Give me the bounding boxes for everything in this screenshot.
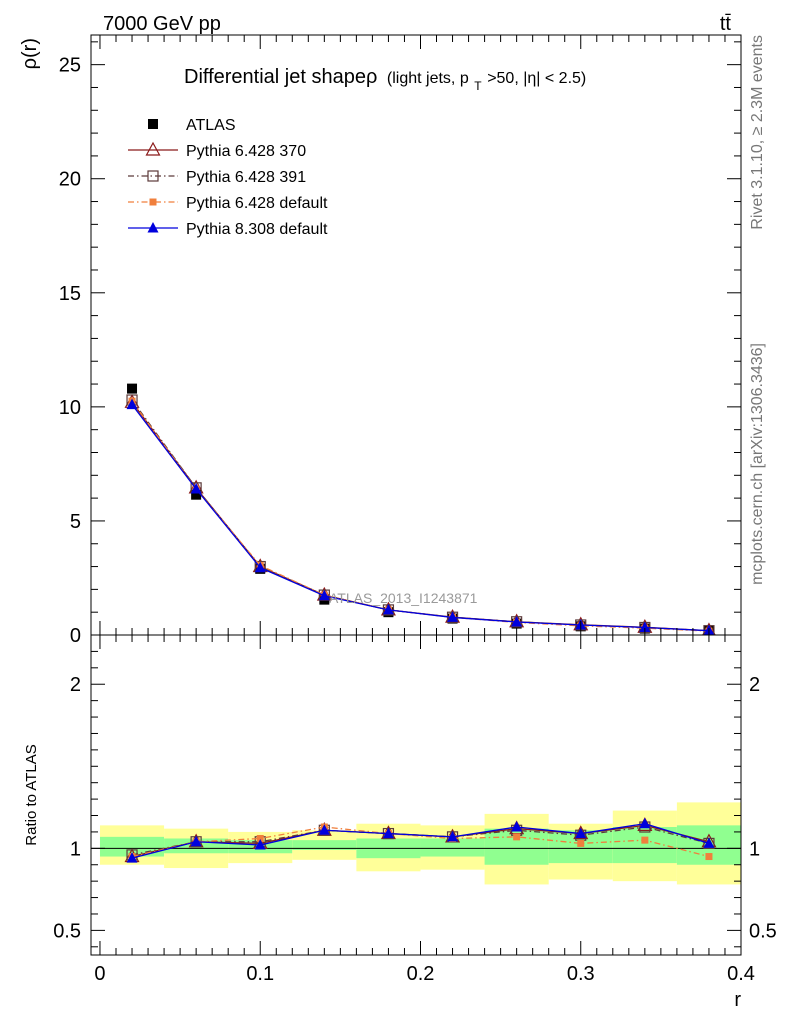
ratio-data-point: [577, 839, 585, 847]
x-tick-label: 0: [94, 963, 105, 985]
ratio-data-point: [190, 835, 202, 847]
energy-label: 7000 GeV pp: [103, 13, 221, 35]
main-data-point: [511, 615, 523, 627]
ratio-data-point: [447, 830, 459, 842]
legend-label: Pythia 6.428 391: [186, 169, 306, 186]
main-data-point: [254, 561, 266, 573]
ratio-plot-axes: 0.5 0.5 1 1 2 2 0 0.1 0.2 0.3 0.4: [53, 635, 777, 985]
rivet-version-text: Rivet 3.1.10, ≥ 2.3M events: [749, 35, 766, 230]
ratio-data-point: [641, 836, 649, 844]
legend-label: ATLAS: [186, 117, 236, 134]
legend-marker: [148, 119, 158, 129]
y-tick-label: 25: [59, 55, 81, 77]
ratio-data-point: [126, 852, 138, 863]
legend-entry: Pythia 6.428 370: [128, 141, 306, 160]
title-sub-2: >50, |η| < 2.5): [487, 70, 586, 87]
y-tick-label: 20: [59, 169, 81, 191]
analysis-watermark: ATLAS_2013_I1243871: [329, 590, 478, 606]
ratio-y-tick-label-right: 2: [749, 674, 760, 696]
y-tick-label: 0: [70, 625, 81, 647]
ratio-data-point: [254, 839, 266, 850]
title-sub-subscript: T: [474, 79, 482, 93]
ratio-band-1sigma: [420, 838, 485, 857]
main-plot-panel: 0 5 10 15 20 25: [59, 34, 742, 647]
legend-marker: [147, 222, 159, 233]
main-plot-background: [91, 35, 741, 635]
title-main: Differential jet shapeρ: [184, 66, 377, 88]
ratio-plot-background: [91, 635, 741, 955]
ratio-band-1sigma: [292, 840, 357, 850]
ratio-band-1sigma: [612, 827, 677, 864]
legend-marker: [147, 170, 159, 182]
ratio-y-tick-label: 1: [70, 838, 81, 860]
x-axis-label: r: [734, 989, 741, 1011]
main-data-point: [191, 489, 202, 500]
ratio-data-point: [513, 833, 521, 841]
ratio-data-point: [318, 824, 330, 835]
main-data-point: [382, 603, 394, 615]
legend-label: Pythia 6.428 370: [186, 143, 306, 160]
legend-entry: Pythia 6.428 391: [128, 169, 306, 186]
main-series-line: [131, 400, 709, 632]
main-series-5: [126, 398, 715, 636]
ratio-y-axis-label: Ratio to ATLAS: [23, 744, 40, 845]
process-label: tt̄: [720, 13, 732, 35]
y-tick-label: 15: [59, 283, 81, 305]
ratio-y-tick-label: 2: [70, 674, 81, 696]
legend-entry: Pythia 6.428 default: [128, 195, 328, 212]
legend-entry: ATLAS: [148, 117, 236, 134]
mcplots-credit-text: mcplots.cern.ch [arXiv:1306.3436]: [749, 343, 766, 585]
ratio-plot-panel: 0.5 0.5 1 1 2 2 0 0.1 0.2 0.3 0.4: [53, 634, 777, 985]
main-data-point: [127, 383, 138, 394]
ratio-plot-content: [124, 817, 717, 863]
ratio-data-point: [639, 817, 651, 829]
main-data-point: [126, 398, 138, 410]
ratio-series-line: [131, 826, 710, 856]
ratio-data-point: [256, 834, 264, 842]
y-tick-label: 10: [59, 397, 81, 419]
ratio-y-tick-label-right: 1: [749, 838, 760, 860]
main-data-point: [639, 621, 651, 632]
main-data-point: [447, 611, 459, 622]
main-plot-axes: 0 5 10 15 20 25: [59, 35, 742, 647]
x-tick-label: 0.1: [246, 963, 274, 985]
legend-label: Pythia 8.308 default: [186, 221, 328, 238]
ratio-y-tick-label: 0.5: [53, 920, 81, 942]
main-data-point: [318, 589, 330, 601]
ratio-series-4: [126, 817, 715, 863]
legend: ATLAS Pythia 6.428 370 Pythia 6.428 391 Pyt…: [128, 117, 328, 238]
title-sub-1: (light jets, p: [387, 70, 469, 87]
plot-title: Differential jet shapeρ (light jets, p T…: [184, 66, 586, 95]
legend-entry: Pythia 8.308 default: [128, 221, 328, 238]
ratio-data-point: [705, 853, 713, 861]
ratio-plot-frame: [90, 634, 742, 956]
legend-marker: [149, 198, 157, 206]
ratio-series-line: [131, 826, 710, 858]
legend-label: Pythia 6.428 default: [186, 195, 328, 212]
ratio-data-point: [382, 827, 394, 839]
legend-marker: [145, 141, 161, 156]
y-tick-label: 5: [70, 511, 81, 533]
main-y-axis-label: ρ(r): [19, 38, 41, 69]
ratio-data-point: [575, 827, 587, 839]
x-tick-label: 0.2: [407, 963, 435, 985]
x-tick-label: 0.4: [727, 963, 755, 985]
ratio-data-point: [511, 821, 523, 832]
x-tick-label: 0.3: [567, 963, 595, 985]
main-data-point: [190, 482, 202, 494]
ratio-y-tick-label-right: 0.5: [749, 920, 777, 942]
main-series-line: [131, 404, 709, 632]
ratio-data-point: [703, 837, 715, 848]
ratio-series-line: [131, 823, 710, 859]
